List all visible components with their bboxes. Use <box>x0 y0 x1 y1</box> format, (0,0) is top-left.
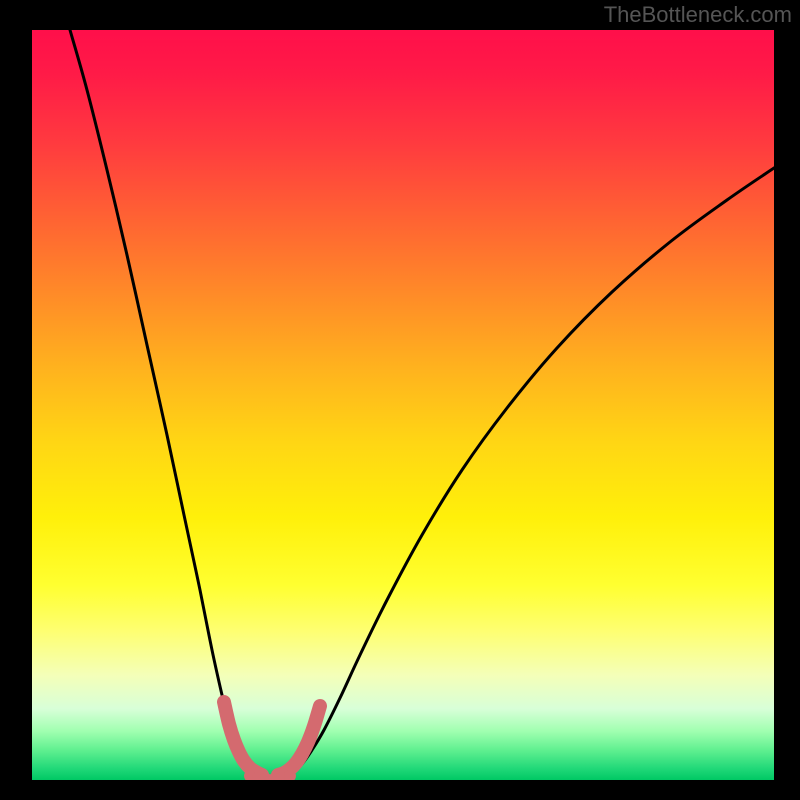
marker-left-segment <box>224 702 262 775</box>
bottleneck-curve-path <box>70 30 774 777</box>
marker-right-segment <box>278 706 320 775</box>
watermark-text: TheBottleneck.com <box>604 2 792 28</box>
chart-curve-layer <box>32 30 774 780</box>
marker-bottom-dots <box>244 770 296 780</box>
chart-plot-area <box>32 30 774 780</box>
